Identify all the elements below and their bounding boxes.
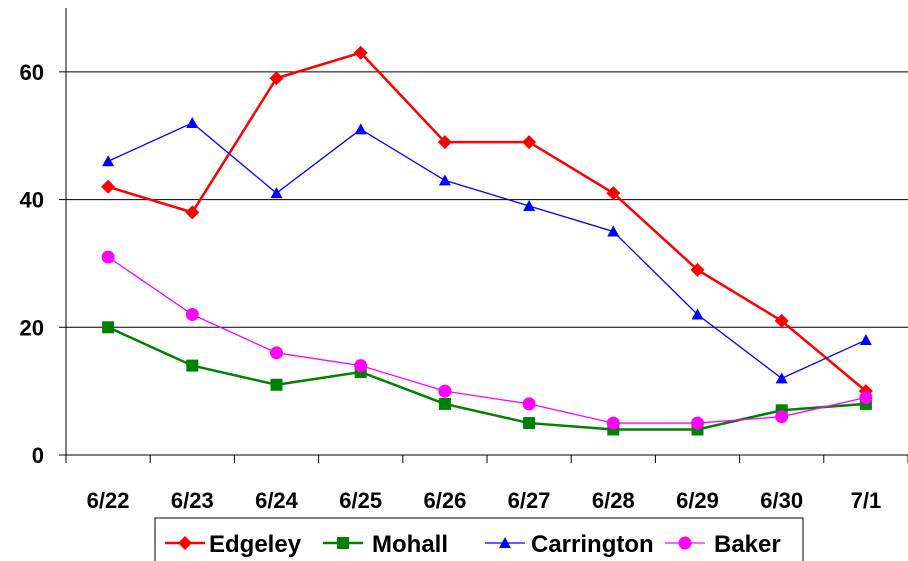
legend-box <box>154 517 804 561</box>
x-tick-label: 6/22 <box>87 488 130 513</box>
data-point <box>606 416 620 430</box>
data-point <box>101 179 116 194</box>
data-point <box>102 155 115 167</box>
data-point <box>185 308 199 322</box>
legend-item-baker: Baker <box>665 531 781 558</box>
x-tick-label: 6/25 <box>339 488 382 513</box>
data-point <box>270 378 283 391</box>
data-point <box>270 187 283 199</box>
data-point <box>438 384 452 398</box>
x-tick-label: 6/27 <box>508 488 551 513</box>
y-tick-label: 60 <box>20 60 44 85</box>
x-tick-label: 7/1 <box>851 488 882 513</box>
data-point <box>691 308 704 320</box>
legend-marker <box>678 536 692 550</box>
legend-marker <box>337 537 349 549</box>
legend-item-mohall: Mohall <box>323 531 448 558</box>
data-point <box>102 321 115 334</box>
data-point <box>522 135 537 150</box>
axes <box>65 8 908 456</box>
data-point <box>607 225 620 237</box>
series-group <box>101 45 873 436</box>
x-tick-label: 6/29 <box>676 488 719 513</box>
legend-item-carrington: Carrington <box>485 531 654 558</box>
data-point <box>269 71 284 86</box>
x-tick-label: 6/23 <box>171 488 214 513</box>
legend: Edgeley Mohall Carrington Baker <box>154 517 804 561</box>
data-point <box>691 416 704 430</box>
legend-item-edgeley: Edgeley <box>165 531 302 558</box>
data-point <box>775 410 789 424</box>
x-tick-label: 6/26 <box>423 488 466 513</box>
data-point <box>438 174 451 186</box>
data-point <box>606 186 621 201</box>
data-point <box>859 334 872 346</box>
data-point <box>354 123 367 135</box>
data-point <box>270 346 283 360</box>
data-point <box>186 359 199 372</box>
y-tick-label: 0 <box>32 443 44 468</box>
gridlines <box>66 71 908 328</box>
data-point <box>101 250 115 264</box>
series-baker <box>101 250 873 430</box>
legend-marker <box>499 537 511 548</box>
legend-label: Mohall <box>372 531 448 558</box>
series-edgeley <box>101 45 873 399</box>
series-line <box>107 122 867 380</box>
x-tick-label: 6/30 <box>760 488 803 513</box>
data-point <box>522 397 536 411</box>
data-point <box>437 135 452 150</box>
data-point <box>859 391 873 405</box>
data-point <box>353 45 368 60</box>
y-tick-label: 40 <box>20 188 44 213</box>
data-point <box>523 417 536 430</box>
data-point <box>438 397 451 410</box>
series-carrington <box>102 116 872 384</box>
legend-label: Carrington <box>531 531 654 558</box>
data-point <box>186 116 199 128</box>
data-point <box>775 372 788 384</box>
data-point <box>523 199 536 211</box>
series-line <box>107 326 866 431</box>
legend-label: Baker <box>714 531 781 558</box>
y-axis-ticks: 0 20 40 60 <box>20 60 66 468</box>
series-line <box>107 256 867 424</box>
x-tick-label: 6/24 <box>255 488 299 513</box>
x-axis-ticks: 6/22 6/23 6/24 6/25 6/26 6/27 6/28 6/29 6/30 7/1 <box>65 455 908 513</box>
legend-label: Edgeley <box>209 531 302 558</box>
x-tick-label: 6/28 <box>592 488 635 513</box>
data-point <box>185 205 200 220</box>
data-point <box>354 359 368 373</box>
y-tick-label: 20 <box>20 315 44 340</box>
legend-marker <box>178 536 192 550</box>
series-line <box>107 51 867 393</box>
data-point <box>690 262 705 277</box>
data-point <box>774 313 789 328</box>
